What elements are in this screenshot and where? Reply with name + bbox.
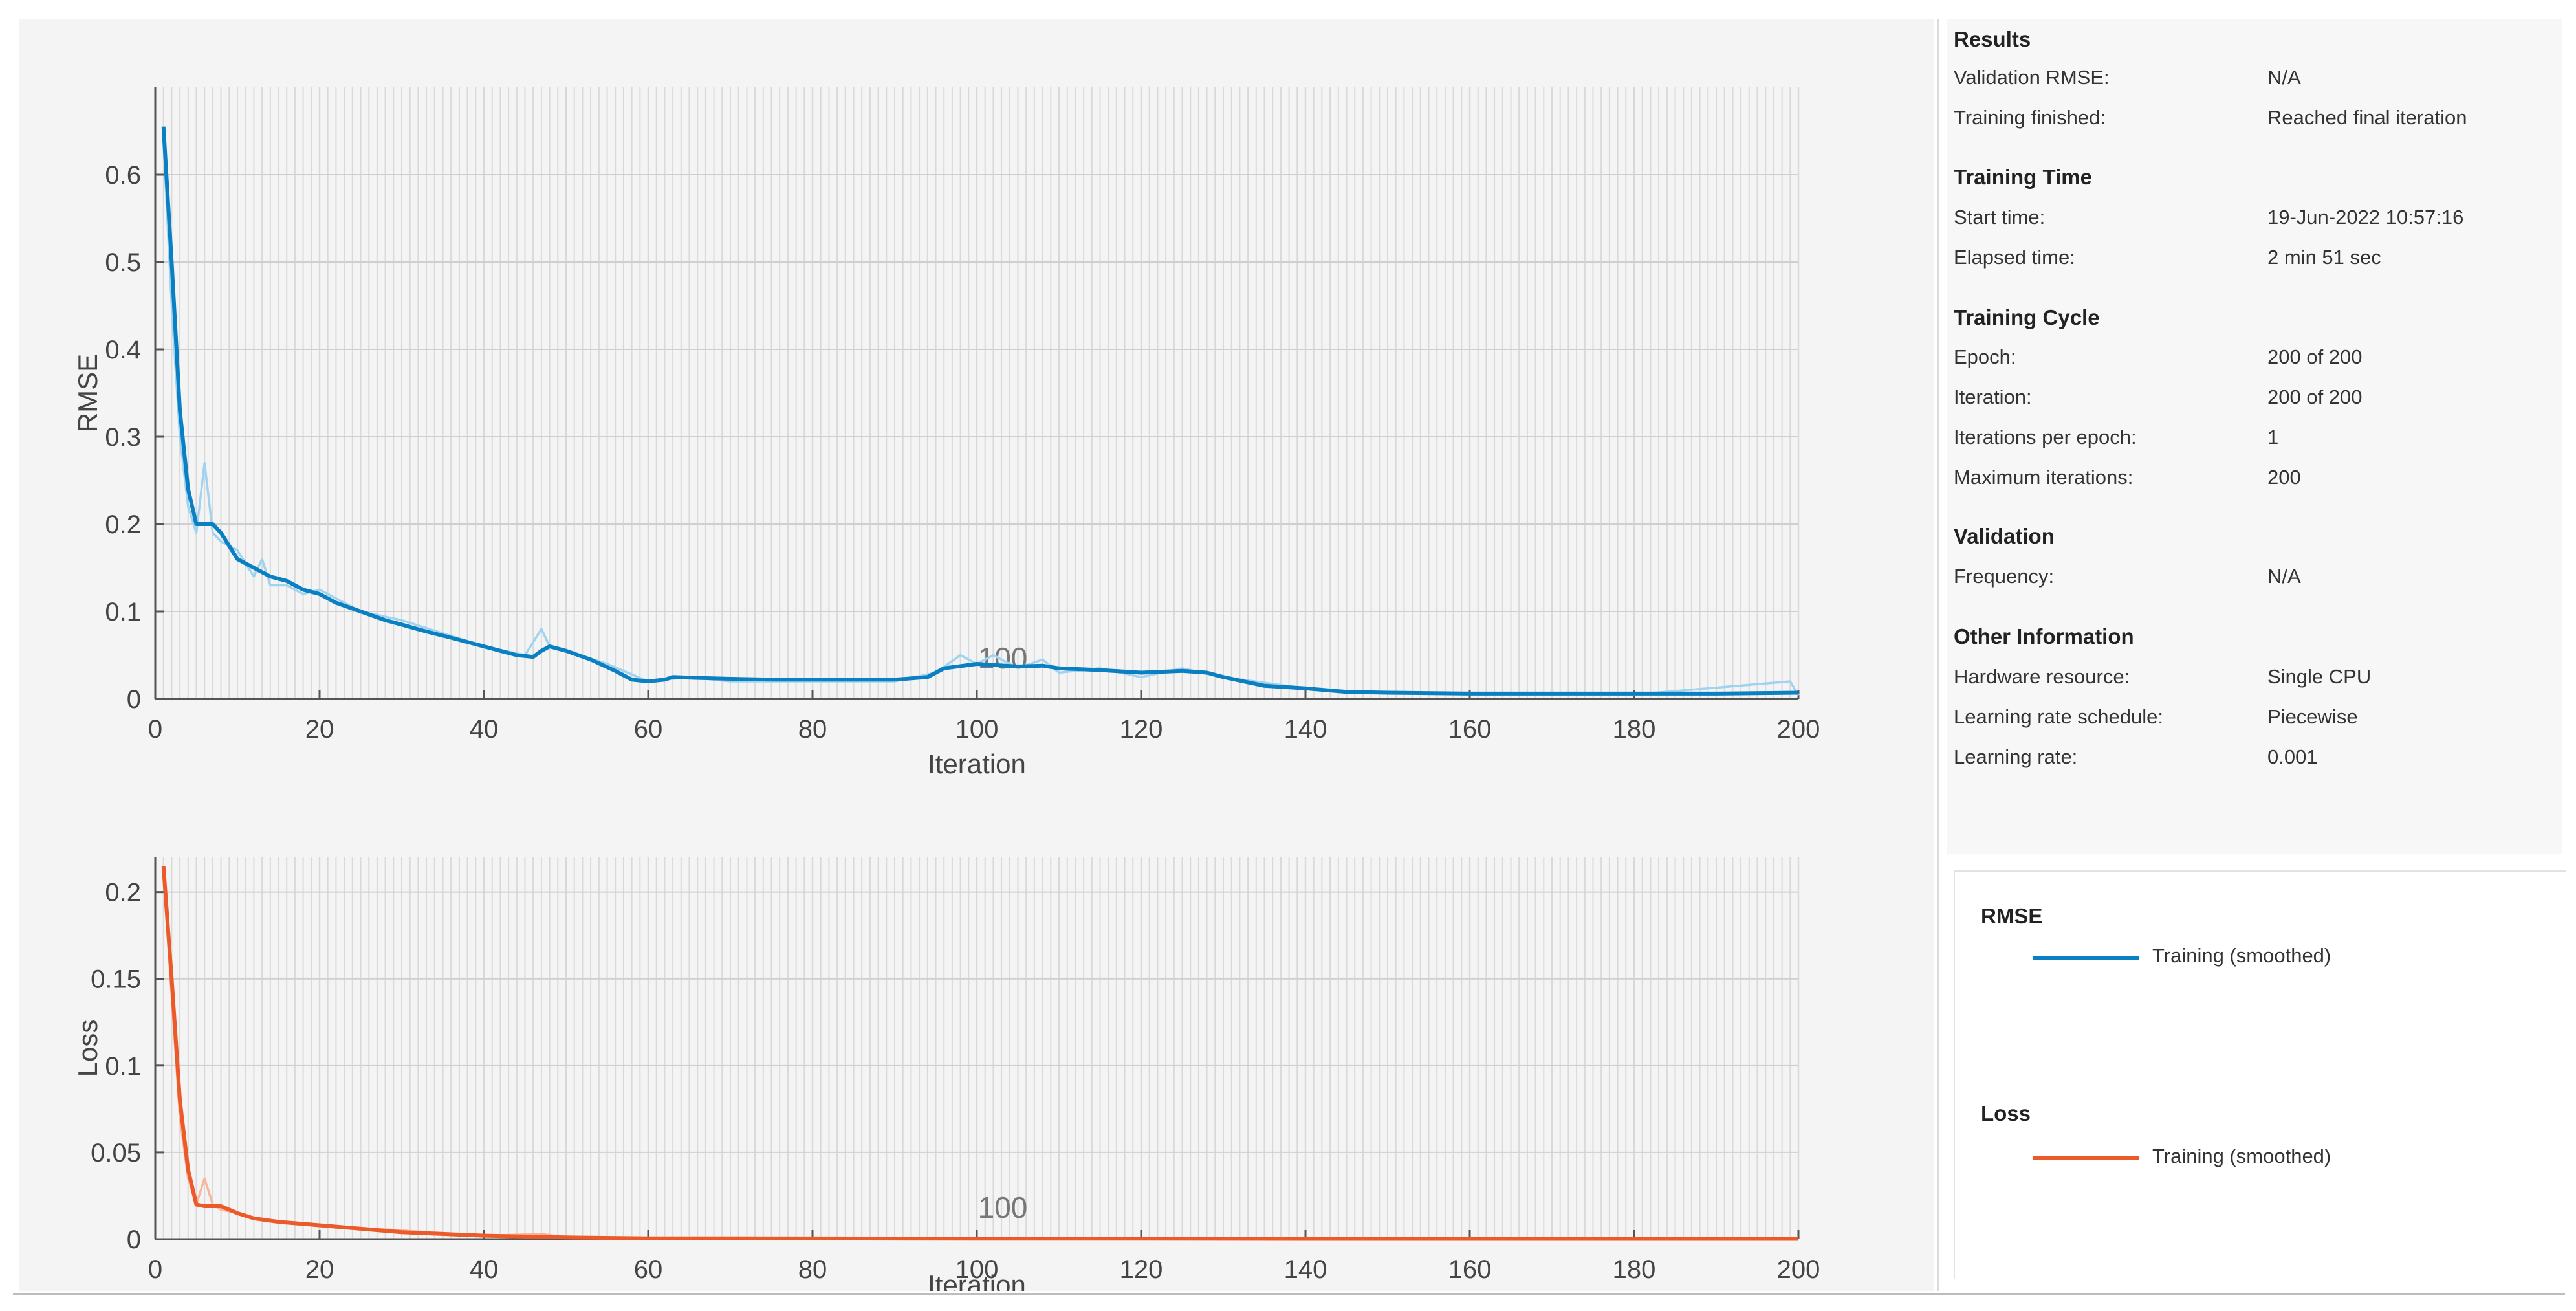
other-info-title: Other Information	[1954, 624, 2134, 648]
lr-schedule-label: Learning rate schedule:	[1954, 705, 2164, 728]
training-info-panel: Results Validation RMSE: N/A Training fi…	[1947, 19, 2562, 854]
iterations-per-epoch-label: Iterations per epoch:	[1954, 426, 2137, 448]
lr-schedule-value: Piecewise	[2267, 705, 2358, 728]
rmse-smoothed-series-line	[161, 126, 1799, 696]
legend-rmse-title: RMSE	[1981, 904, 2043, 928]
legend-rmse-line	[2033, 956, 2139, 960]
rmse-x-tick-label: 180	[1613, 715, 1656, 744]
results-title: Results	[1954, 27, 2031, 51]
training-finished-value: Reached final iteration	[2267, 106, 2467, 129]
loss-epoch-marker-label: 100	[978, 1191, 1028, 1224]
rmse-x-tick-label: 60	[634, 715, 663, 744]
start-time-value: 19-Jun-2022 10:57:16	[2267, 206, 2464, 228]
rmse-y-tick-label: 0.2	[105, 511, 141, 539]
rmse-y-tick-label: 0.5	[105, 248, 141, 277]
max-iterations-label: Maximum iterations:	[1954, 466, 2134, 489]
rmse-x-tick-label: 0	[148, 715, 162, 744]
rmse-x-tick-label: 160	[1448, 715, 1492, 744]
rmse-y-tick-label: 0.3	[105, 423, 141, 452]
loss-x-axis-label: Iteration	[928, 1270, 1026, 1291]
loss-y-tick-label: 0.1	[105, 1052, 141, 1081]
training-plots-svg: 0 20 40 60 80 100 120 140 160 180 20000.10.20.30.4…	[72, 87, 1820, 1291]
loss-y-tick-label: 0.05	[91, 1139, 141, 1167]
rmse-y-axis-label: RMSE	[72, 354, 103, 432]
rmse-x-tick-label: 140	[1284, 715, 1327, 744]
rmse-y-tick-label: 0	[127, 685, 141, 714]
hardware-resource-label: Hardware resource:	[1954, 665, 2130, 688]
panel-divider	[1937, 19, 1939, 1291]
elapsed-time-label: Elapsed time:	[1954, 246, 2075, 269]
rmse-chart: 0 20 40 60 80 100 120 140 160 180 200 0 0.1 0.2 0.3 0.4…	[72, 87, 1820, 779]
epoch-value: 200 of 200	[2267, 346, 2363, 368]
iteration-label: Iteration:	[1954, 386, 2032, 408]
rmse-epoch-marker-label: 100	[978, 641, 1028, 675]
plot-area: 0 20 40 60 80 100 120 140 160 180 200 0 0.1 0.2 0.3 0.4…	[19, 19, 1934, 1291]
learning-rate-label: Learning rate:	[1954, 745, 2078, 768]
loss-x-tick-label: 60	[634, 1255, 663, 1284]
legend-loss-line	[2033, 1156, 2139, 1160]
hardware-resource-value: Single CPU	[2267, 665, 2372, 688]
loss-x-tick-label: 80	[798, 1255, 827, 1284]
validation-title: Validation	[1954, 524, 2055, 548]
legend-loss-title: Loss	[1981, 1101, 2031, 1125]
loss-x-tick-label: 40	[470, 1255, 499, 1284]
loss-x-tick-label: 20	[305, 1255, 334, 1284]
loss-y-axis-label: Loss	[72, 1020, 103, 1077]
loss-x-tick-label: 140	[1284, 1255, 1327, 1284]
validation-rmse-label: Validation RMSE:	[1954, 66, 2110, 89]
max-iterations-value: 200	[2267, 466, 2301, 489]
rmse-y-tick-label: 0.4	[105, 336, 141, 364]
loss-x-tick-label: 0	[148, 1255, 162, 1284]
learning-rate-value: 0.001	[2267, 745, 2318, 768]
frequency-label: Frequency:	[1954, 565, 2055, 588]
rmse-x-tick-label: 20	[305, 715, 334, 744]
legend-rmse-entry: Training (smoothed)	[2152, 944, 2331, 967]
rmse-x-tick-label: 40	[470, 715, 499, 744]
rmse-x-tick-label: 120	[1120, 715, 1163, 744]
loss-y-tick-label: 0	[127, 1226, 141, 1254]
loss-x-tick-label: 200	[1777, 1255, 1820, 1284]
rmse-x-axis-label: Iteration	[928, 749, 1026, 779]
loss-x-tick-label: 100	[955, 1255, 999, 1284]
legend-loss-entry: Training (smoothed)	[2152, 1145, 2331, 1167]
iterations-per-epoch-value: 1	[2267, 426, 2279, 448]
epoch-label: Epoch:	[1954, 346, 2016, 368]
loss-x-tick-label: 120	[1120, 1255, 1163, 1284]
bottom-rule	[13, 1293, 2565, 1295]
validation-rmse-value: N/A	[2267, 66, 2301, 89]
iteration-value: 200 of 200	[2267, 386, 2363, 408]
loss-chart: 0 20 40 60 80 100 120 140 160 180 200 0 0.05 0.1 0.15 0…	[72, 857, 1820, 1291]
training-cycle-title: Training Cycle	[1954, 305, 2100, 329]
rmse-y-tick-label: 0.6	[105, 161, 141, 190]
loss-x-tick-label: 180	[1613, 1255, 1656, 1284]
loss-y-tick-label: 0.15	[91, 965, 141, 994]
elapsed-time-value: 2 min 51 sec	[2267, 246, 2381, 269]
rmse-x-tick-label: 80	[798, 715, 827, 744]
loss-smoothed-series-line	[161, 866, 1798, 1241]
training-time-title: Training Time	[1954, 165, 2092, 189]
legend-panel: RMSE Training (smoothed) Loss Training (…	[1954, 870, 2566, 1279]
training-finished-label: Training finished:	[1954, 106, 2106, 129]
loss-y-tick-label: 0.2	[105, 879, 141, 907]
rmse-x-tick-label: 100	[955, 715, 999, 744]
start-time-label: Start time:	[1954, 206, 2046, 228]
frequency-value: N/A	[2267, 565, 2301, 588]
rmse-x-tick-label: 200	[1777, 715, 1820, 744]
loss-x-tick-label: 160	[1448, 1255, 1492, 1284]
rmse-y-tick-label: 0.1	[105, 598, 141, 626]
